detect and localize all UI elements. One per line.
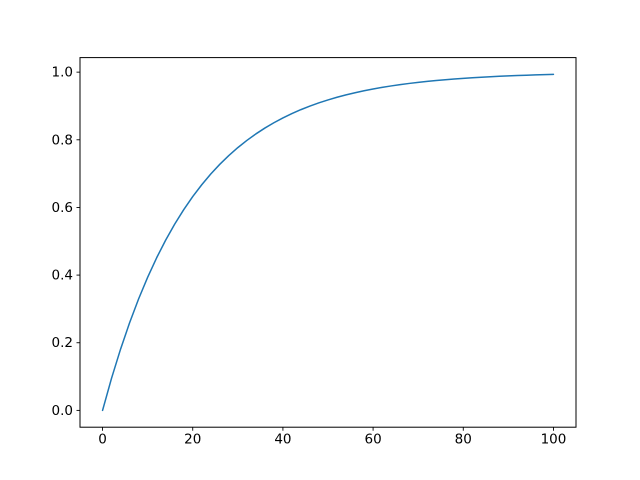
y-tick-label: 0.2: [52, 335, 73, 351]
y-tick-label: 0.8: [52, 132, 73, 148]
axes-spines: [79, 57, 577, 428]
x-tick-label: 60: [364, 432, 381, 448]
axes-background: [80, 57, 576, 428]
y-tick-label: 1.0: [52, 65, 73, 81]
y-tick-label: 0.4: [52, 268, 73, 284]
data-line-exponential-saturation-curve: [101, 73, 555, 412]
x-tick-label: 100: [541, 432, 567, 448]
y-tick-label: 0.6: [52, 200, 73, 216]
x-tick-label: 40: [274, 432, 291, 448]
x-tick-label: 20: [184, 432, 201, 448]
y-tick-label: 0.0: [52, 403, 73, 419]
x-tick-label: 80: [455, 432, 472, 448]
x-tick-label: 0: [98, 432, 107, 448]
